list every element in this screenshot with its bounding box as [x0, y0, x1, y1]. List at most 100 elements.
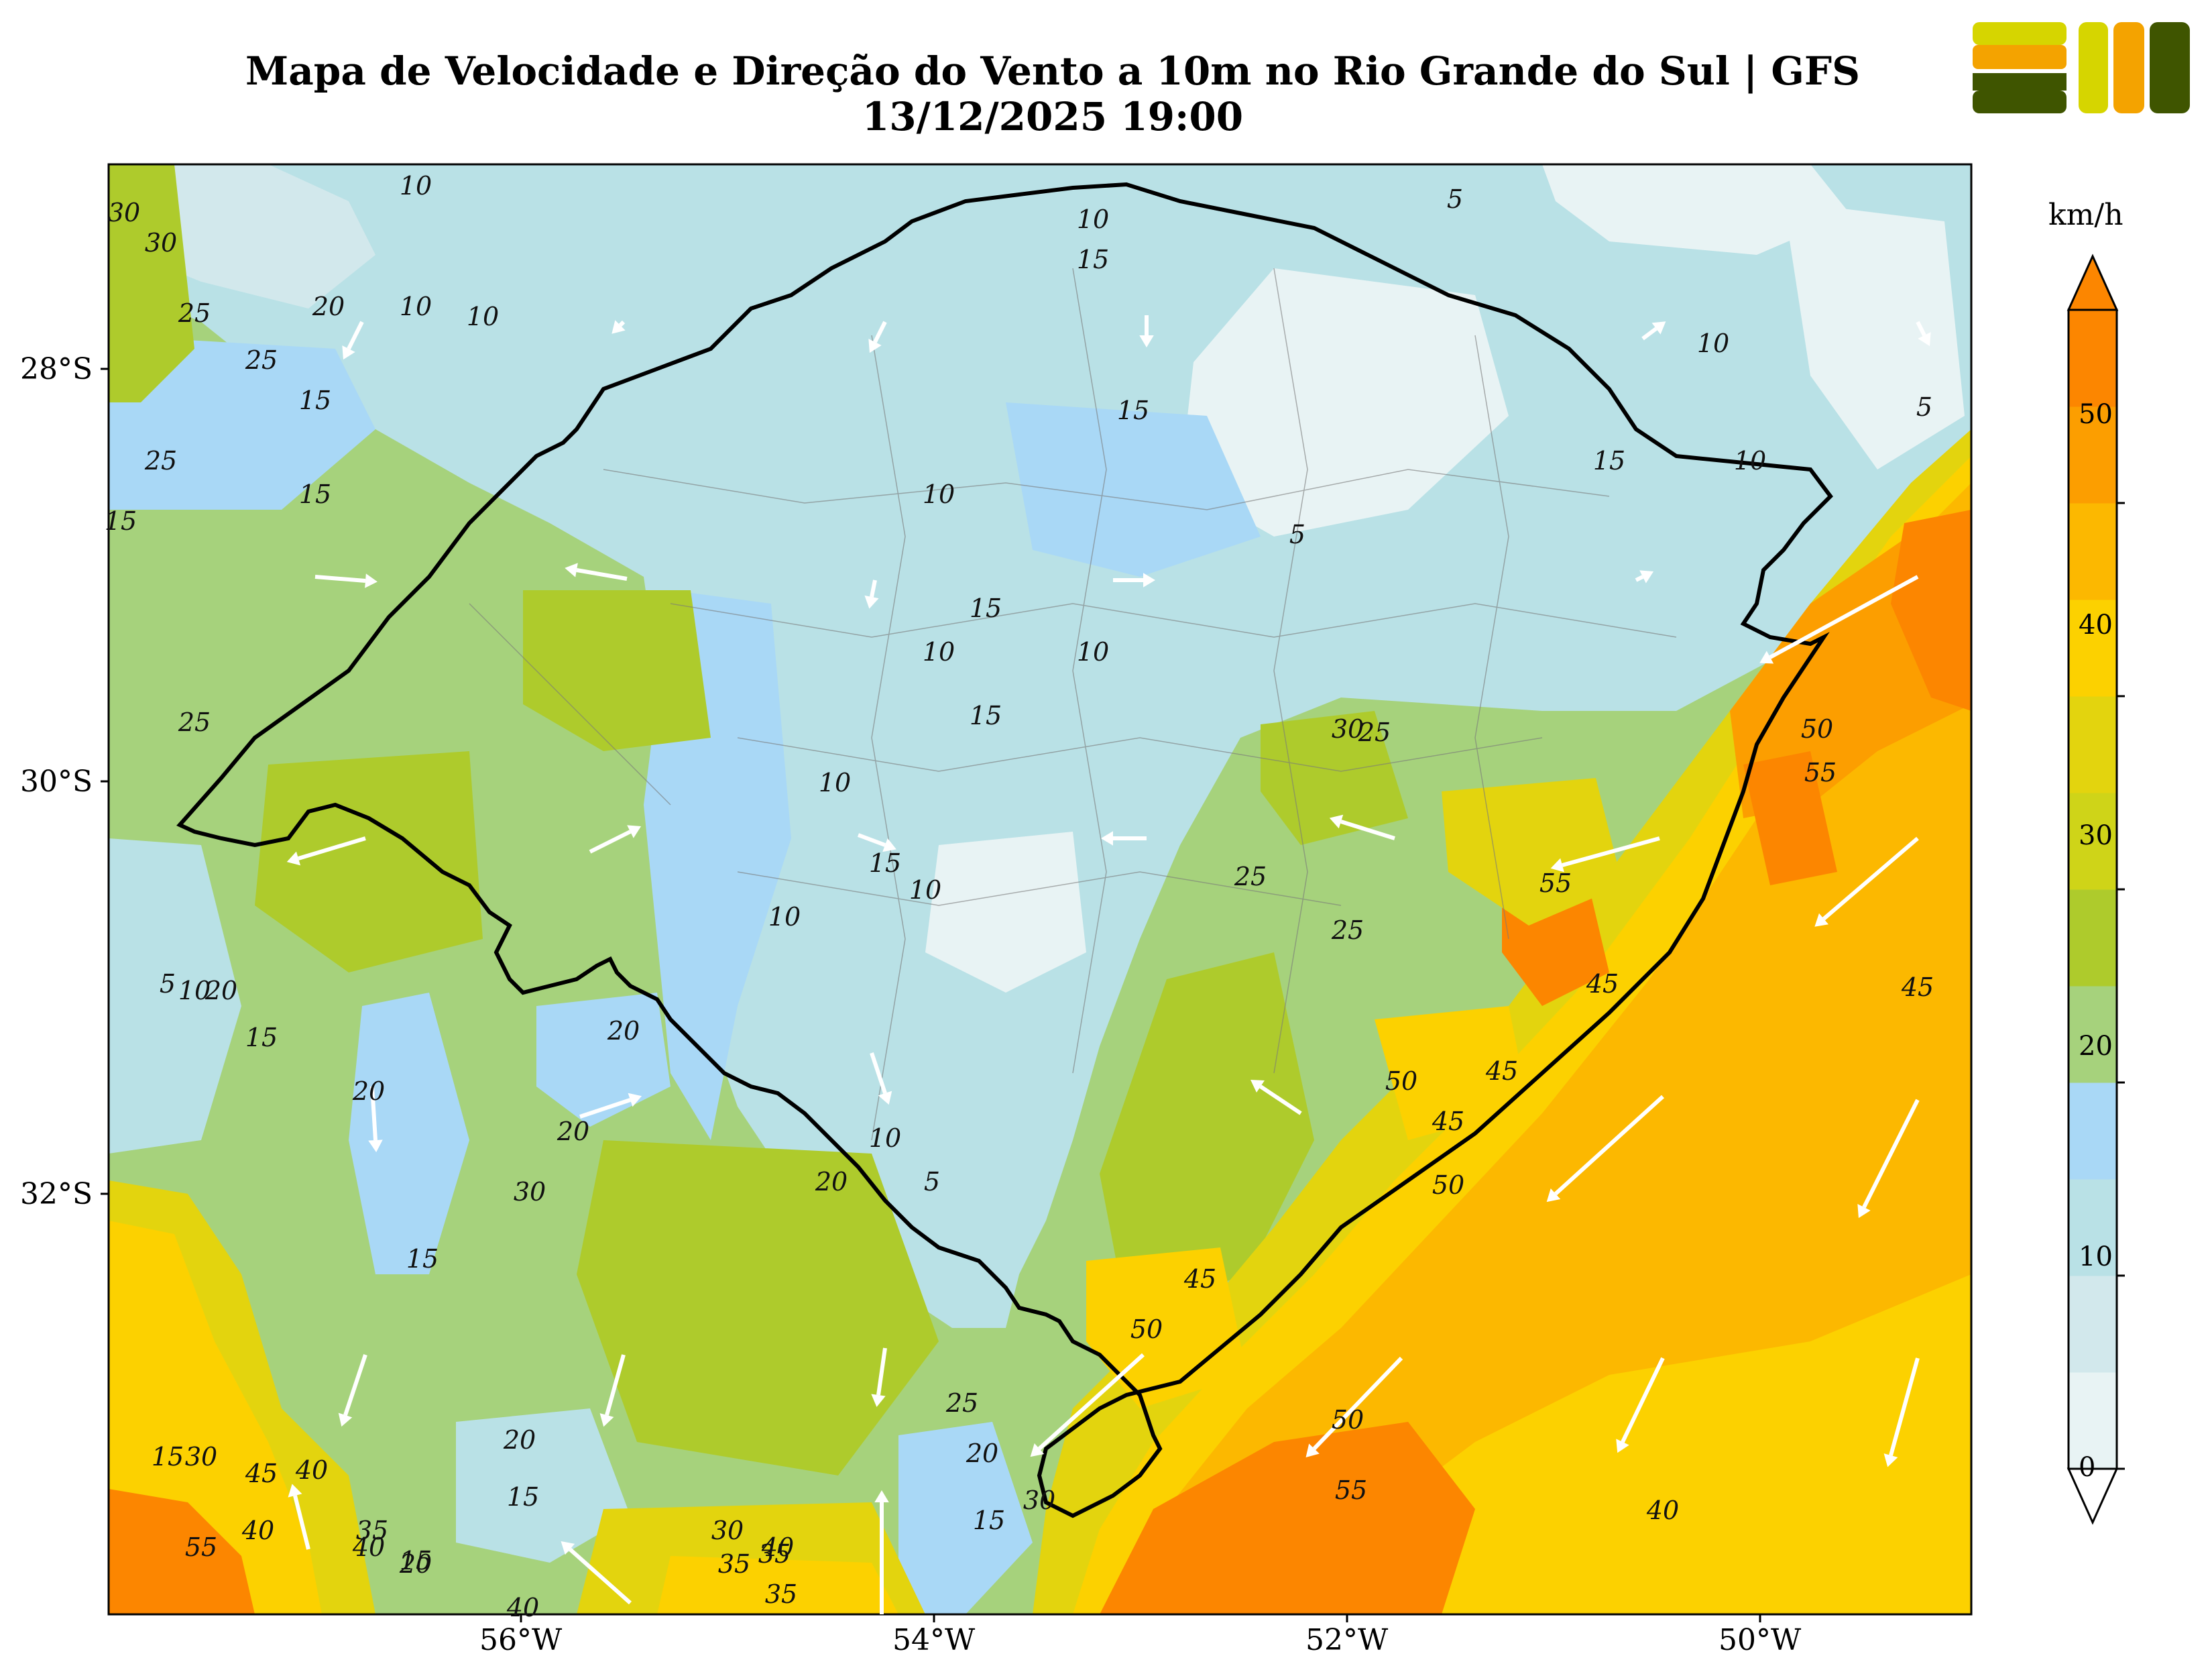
colorbar-segment [2069, 793, 2117, 890]
wind-arrow-head [1550, 858, 1564, 873]
contour-label: 45 [1183, 1264, 1216, 1294]
wind-arrow [370, 1086, 377, 1141]
wind-arrow-head [1143, 573, 1155, 588]
contour-label: 25 [1331, 915, 1364, 945]
contour-label: 45 [1432, 1107, 1464, 1136]
contour-label: 15 [406, 1244, 439, 1274]
wind-arrow [1916, 321, 1926, 337]
wind-arrow [1037, 1353, 1145, 1451]
contour-label: 15 [507, 1482, 539, 1512]
contour-label: 20 [399, 1549, 432, 1579]
contour-label: 5 [1289, 520, 1305, 549]
wind-arrow [870, 1052, 887, 1094]
contour-label: 30 [514, 1177, 546, 1207]
wind-arrow-head [882, 838, 896, 852]
contour-label: 40 [241, 1516, 274, 1545]
contour-label: 30 [108, 198, 140, 227]
contour-label: 5 [924, 1167, 940, 1196]
contour-label: 55 [1804, 758, 1837, 787]
contour-label: 45 [1485, 1056, 1518, 1086]
contour-label: 10 [909, 875, 941, 905]
contour-label: 30 [1023, 1486, 1055, 1515]
wind-arrow [857, 833, 886, 847]
contour-label: 50 [1130, 1315, 1163, 1344]
map-frame [107, 163, 1973, 1616]
contour-label: 45 [1586, 969, 1619, 999]
colorbar-segment [2069, 986, 2117, 1083]
wind-arrow-head [368, 1139, 383, 1152]
contour-label: 40 [761, 1532, 794, 1562]
contour-label: 10 [869, 1123, 901, 1153]
contour-label: 20 [205, 976, 237, 1005]
colorbar-segment [2069, 1372, 2117, 1469]
wind-arrow-head [1329, 814, 1344, 829]
contour-label: 15 [1117, 396, 1149, 425]
wind-arrow [343, 1354, 367, 1416]
contour-label: 30 [711, 1516, 744, 1545]
lat-label-32s: 32°S [20, 1177, 93, 1211]
contour-label: 20 [312, 292, 345, 321]
contour-label: 10 [467, 302, 499, 331]
contour-label: 10 [923, 637, 955, 667]
wind-arrow-head [874, 1490, 889, 1502]
contour-label: 30 [1332, 714, 1364, 744]
wind-arrow [1259, 1084, 1302, 1115]
wind-arrow-head [878, 1091, 892, 1105]
contour-labels: 1010510101530302525201515101525155101515… [105, 171, 1934, 1622]
wind-arrow [618, 320, 626, 327]
contour-label: 10 [400, 171, 432, 201]
wind-arrow [605, 1354, 626, 1416]
lon-label-56w: 56°W [479, 1623, 563, 1657]
contour-label: 10 [819, 768, 851, 797]
contour-label: 5 [1447, 184, 1463, 214]
contour-label: 20 [352, 1076, 385, 1106]
wind-arrow [1769, 575, 1919, 659]
wind-arrow [1641, 327, 1657, 341]
contour-label: 15 [1593, 446, 1625, 476]
contour-label: 15 [105, 506, 137, 536]
contour-label: 10 [768, 902, 801, 932]
wind-arrow-head [1883, 1453, 1898, 1467]
contour-label: 40 [352, 1532, 385, 1562]
contour-label: 15 [245, 1023, 278, 1052]
contour-label: 25 [144, 446, 177, 476]
colorbar-tick-10: 10 [2079, 1241, 2113, 1272]
colorbar-segment [2069, 1276, 2117, 1373]
wind-arrow [298, 836, 366, 860]
lat-label-28s: 28°S [20, 352, 93, 386]
map-title: Mapa de Velocidade e Direção do Vento a … [245, 48, 1860, 94]
contour-label: 10 [178, 976, 211, 1005]
contour-label: 35 [765, 1579, 797, 1609]
contour-label: 55 [185, 1532, 217, 1562]
wind-arrow-head [1759, 651, 1774, 664]
wind-arrow-head [1030, 1443, 1045, 1457]
wind-arrow-head [612, 320, 626, 334]
axis-ticks [101, 368, 1761, 1622]
contour-label: 40 [506, 1593, 539, 1622]
contour-label: 35 [758, 1539, 791, 1569]
colorbar-segment [2069, 1179, 2117, 1276]
wind-arrow [314, 575, 366, 583]
wind-arrow [1635, 575, 1644, 582]
wind-arrow-head [286, 851, 301, 866]
contour-label: 25 [178, 298, 211, 328]
colorbar-segment [2069, 310, 2117, 407]
contour-label: 20 [503, 1425, 536, 1455]
wind-arrow-head [1857, 1204, 1871, 1219]
contour-label: 30 [185, 1442, 217, 1471]
wind-arrow [569, 1547, 632, 1605]
contour-label: 20 [815, 1167, 848, 1196]
wind-arrow [347, 321, 364, 350]
contour-label: 25 [1234, 862, 1267, 891]
contour-label: 15 [869, 848, 901, 878]
colorbar-unit: km/h [2048, 198, 2123, 232]
contour-label: 20 [966, 1439, 998, 1468]
contour-label: 35 [718, 1549, 750, 1579]
wind-arrow-head [1546, 1188, 1561, 1203]
wind-arrow-head [288, 1484, 302, 1498]
wind-arrow [293, 1495, 310, 1550]
contour-label: 30 [145, 228, 177, 258]
contour-label: 10 [1077, 205, 1109, 234]
wind-arrow [873, 321, 887, 343]
wind-arrow-head [1305, 1443, 1320, 1457]
